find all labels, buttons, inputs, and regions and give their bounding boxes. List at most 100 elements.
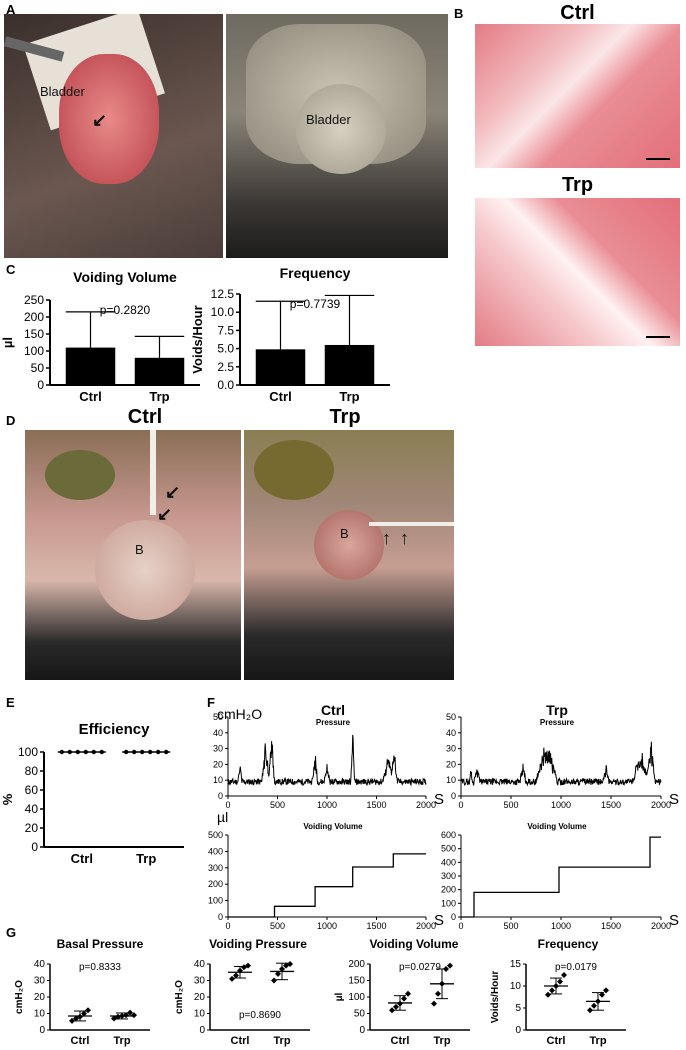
- y-axis-label: µl: [334, 993, 345, 1002]
- cystometry-photo-ctrl: B ↙ ↙: [25, 430, 241, 680]
- volume-step-line: [228, 853, 426, 918]
- y-tick-label: 250: [24, 293, 44, 307]
- y-tick-label: 50: [354, 1009, 366, 1020]
- arrow-icon: ↙: [165, 482, 181, 502]
- x-tick-label: Ctrl: [79, 389, 101, 404]
- data-point: [99, 749, 105, 755]
- y-tick-label: 5: [515, 1003, 521, 1014]
- y-axis-label: Voids/Hour: [490, 971, 501, 1024]
- data-point: [77, 1013, 83, 1020]
- data-point: [83, 749, 89, 755]
- scale-bar: [646, 158, 670, 160]
- bladder-photo-open: Bladder ↙: [4, 14, 223, 258]
- data-point: [140, 749, 145, 755]
- y-axis-label: cmH₂O: [14, 980, 25, 1014]
- y-tick-label: 0: [199, 1025, 205, 1036]
- panel-label-g: G: [6, 925, 17, 940]
- x-axis-unit: S: [434, 791, 444, 808]
- p-value: p=0.7739: [290, 297, 341, 311]
- y-tick-label: 50: [213, 712, 223, 722]
- y-tick-label: 20: [34, 992, 46, 1003]
- cystometry-photo-trp: B ↑ ↑: [244, 430, 454, 680]
- y-tick-label: 0.0: [217, 378, 234, 392]
- data-point: [67, 749, 73, 755]
- x-tick-label: 1500: [601, 921, 621, 930]
- data-point: [241, 964, 247, 971]
- y-tick-label: 20: [213, 759, 223, 769]
- y-tick-label: 0: [218, 791, 223, 801]
- p-value: p=0.8333: [79, 962, 121, 973]
- y-tick-label: 100: [18, 745, 38, 759]
- bar: [255, 349, 306, 385]
- bladder-label: Bladder: [306, 112, 351, 127]
- y-tick-label: 500: [208, 830, 223, 840]
- y-tick-label: 100: [441, 898, 456, 908]
- y-tick-label: 400: [208, 846, 223, 856]
- x-tick-label: 2000: [651, 921, 671, 930]
- trace-subtitle: Pressure: [540, 718, 575, 727]
- y-tick-label: 400: [441, 857, 456, 867]
- x-tick-label: Trp: [273, 1035, 290, 1047]
- y-tick-label: 50: [446, 712, 456, 722]
- data-point: [75, 749, 81, 755]
- data-point: [279, 965, 285, 972]
- x-tick-label: 2000: [416, 800, 436, 810]
- data-point: [81, 1010, 87, 1017]
- catheter-tube: [150, 430, 156, 515]
- bladder-tissue: [296, 84, 386, 174]
- data-point: [287, 961, 293, 967]
- panel-label-b: B: [454, 6, 464, 21]
- data-point: [148, 749, 153, 755]
- y-tick-label: 7.5: [217, 323, 234, 337]
- y-tick-label: 300: [441, 871, 456, 881]
- x-tick-label: Ctrl: [391, 1035, 410, 1047]
- intestine-tissue: [45, 450, 115, 500]
- data-point: [405, 990, 411, 997]
- data-point: [603, 987, 609, 994]
- y-tick-label: 40: [25, 802, 39, 816]
- bladder-marker: B: [135, 542, 144, 557]
- data-point: [553, 983, 559, 989]
- y-tick-label: 20: [446, 759, 456, 769]
- y-tick-label: 0: [359, 1025, 365, 1036]
- chart-title: Voiding Volume: [73, 269, 177, 285]
- arrow-icon: ↑: [382, 528, 391, 548]
- p-value: p=0.0179: [555, 962, 597, 973]
- y-tick-label: 10: [213, 775, 223, 785]
- photo-title-ctrl: Ctrl: [127, 406, 163, 428]
- y-tick-label: 0: [39, 1025, 45, 1036]
- trace-subtitle: Voiding Volume: [527, 822, 587, 831]
- x-tick-label: 1000: [551, 921, 571, 930]
- y-tick-label: 0: [37, 378, 44, 392]
- y-tick-label: 40: [213, 728, 223, 738]
- x-tick-label: Trp: [589, 1035, 606, 1047]
- data-point: [131, 1012, 137, 1019]
- x-tick-label: 1500: [366, 921, 386, 930]
- data-point: [69, 1017, 75, 1024]
- x-tick-label: 500: [503, 800, 518, 810]
- data-point: [156, 749, 161, 755]
- data-point: [233, 972, 239, 979]
- p-value: p=0.0279: [399, 962, 441, 973]
- y-tick-label: 0: [451, 912, 456, 922]
- photo-title-trp: Trp: [329, 406, 361, 428]
- x-tick-label: Ctrl: [547, 1035, 566, 1047]
- catheter-tube: [369, 522, 454, 526]
- panel-label-d: D: [6, 413, 16, 428]
- data-point: [229, 975, 235, 982]
- x-axis-unit: S: [434, 912, 444, 929]
- y-tick-label: 100: [24, 344, 44, 358]
- bladder-marker: B: [340, 526, 349, 541]
- chart-e: Efficiency 0 20 40 60 80 100% Ctrl Trp: [0, 721, 184, 866]
- y-tick-label: 150: [24, 327, 44, 341]
- y-tick-label: 5.0: [217, 342, 234, 356]
- x-tick-label: 500: [270, 921, 285, 930]
- histology-trp: [475, 198, 680, 346]
- data-point: [119, 1012, 125, 1019]
- pressure-trace: [227, 734, 427, 787]
- x-tick-label: 2000: [651, 800, 671, 810]
- y-tick-label: 80: [25, 764, 39, 778]
- data-point: [401, 995, 407, 1002]
- panel-label-e: E: [6, 695, 15, 710]
- trace-subtitle: Pressure: [316, 718, 351, 727]
